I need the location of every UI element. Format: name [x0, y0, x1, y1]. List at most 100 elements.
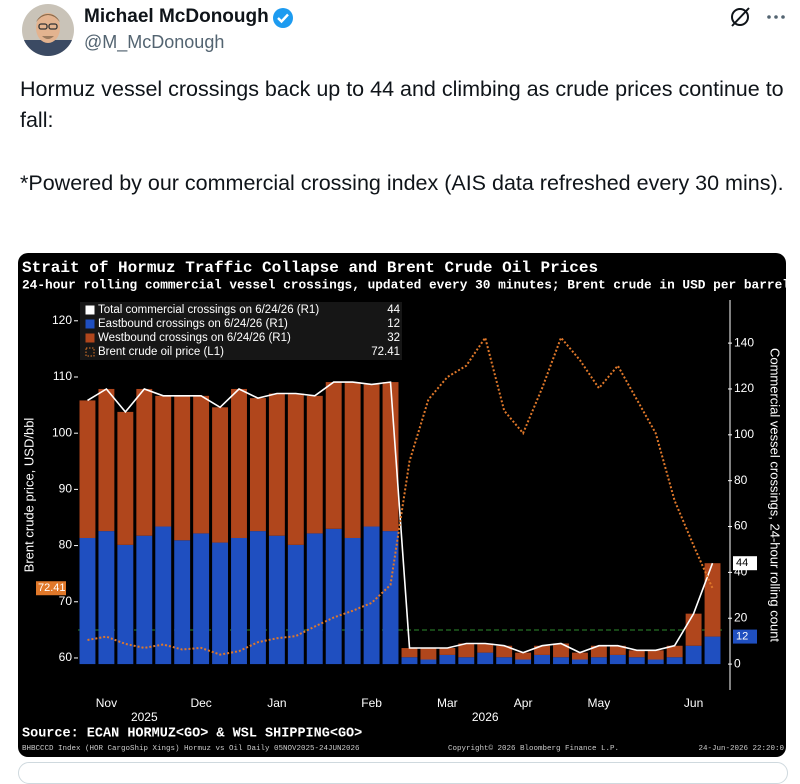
bar — [571, 659, 588, 665]
bar — [193, 533, 210, 665]
y2-tick-label: 20 — [734, 610, 748, 624]
bar — [212, 407, 229, 543]
value-tag-label: 12 — [736, 630, 748, 642]
y-tick-label: 60 — [59, 650, 73, 664]
y2-tick-label: 0 — [734, 656, 741, 670]
bar — [685, 613, 702, 646]
bar — [79, 537, 96, 665]
legend: Total commercial crossings on 6/24/26 (R… — [80, 302, 402, 360]
bar — [136, 535, 153, 665]
line — [87, 381, 714, 654]
footer-note: BHBCCCD Index (HOR CargoShip Xings) Horm… — [22, 745, 360, 753]
legend-swatch — [85, 347, 95, 357]
y2-tick-label: 100 — [734, 427, 754, 441]
bar — [666, 645, 683, 658]
more-button[interactable] — [764, 5, 788, 29]
bar — [79, 400, 96, 538]
bar — [117, 544, 134, 665]
tweet-text: Hormuz vessel crossings back up to 44 an… — [20, 74, 790, 231]
bar — [382, 531, 399, 665]
footer-note: Copyright© 2026 Bloomberg Finance L.P. — [448, 744, 619, 753]
avatar[interactable] — [22, 4, 74, 56]
bar — [647, 659, 664, 665]
grok-icon[interactable] — [728, 5, 752, 29]
x-tick-label: Apr — [514, 696, 533, 710]
y-axis-label: Brent crude price, USD/bbl — [21, 418, 36, 573]
y-tick-label: 100 — [52, 425, 72, 439]
x-tick-label: Nov — [96, 696, 117, 710]
value-tag — [733, 629, 757, 644]
bar — [534, 654, 551, 665]
bar — [363, 384, 380, 527]
x-tick-label: Feb — [361, 696, 382, 710]
bar — [117, 411, 134, 545]
bar — [268, 535, 285, 665]
bar — [420, 659, 437, 665]
y2-tick-label: 80 — [734, 473, 748, 487]
bar — [477, 652, 494, 665]
bar — [666, 657, 683, 665]
bar — [458, 643, 475, 658]
bar — [590, 657, 607, 665]
value-tag — [733, 556, 757, 571]
bar — [363, 526, 380, 665]
author-name[interactable]: Michael McDonough — [84, 6, 269, 27]
legend-value: 72.41 — [371, 346, 400, 358]
bar — [174, 540, 191, 665]
bar — [98, 388, 115, 532]
value-tag-label: 72.41 — [38, 582, 66, 594]
bar — [382, 382, 399, 532]
chart-subtitle: 24-hour rolling commercial vessel crossi… — [22, 277, 786, 292]
bar — [231, 537, 247, 665]
bar — [704, 563, 721, 637]
bar — [249, 531, 266, 665]
author-handle[interactable]: @M_McDonough — [84, 32, 225, 52]
bar — [401, 648, 418, 658]
bar — [344, 382, 361, 538]
bar — [628, 657, 645, 665]
bar — [401, 657, 418, 665]
bar — [609, 654, 626, 665]
legend-value: 32 — [387, 332, 400, 344]
paragraph: Hormuz vessel crossings back up to 44 an… — [20, 77, 784, 132]
bar — [496, 657, 513, 665]
bar — [155, 395, 172, 527]
bar — [212, 542, 229, 665]
bar — [344, 537, 361, 665]
bar — [420, 648, 437, 660]
bar — [287, 393, 304, 545]
verified-badge — [273, 8, 293, 28]
legend-box — [80, 302, 402, 360]
bar — [249, 398, 266, 532]
y-tick-label: 90 — [59, 482, 73, 496]
chart-image[interactable]: Strait of Hormuz Traffic Collapse and Br… — [18, 253, 786, 757]
bar — [590, 645, 607, 658]
legend-swatch — [85, 319, 95, 329]
bar — [325, 528, 342, 665]
line — [87, 335, 714, 656]
y-tick-label: 120 — [52, 313, 72, 327]
x-tick-label: Jun — [684, 696, 703, 710]
bar — [496, 645, 513, 658]
y-tick-label: 110 — [53, 369, 72, 383]
bar — [477, 643, 494, 653]
bar — [647, 650, 664, 660]
paragraph: *Powered by our commercial crossing inde… — [20, 171, 784, 195]
legend-swatch — [85, 333, 95, 343]
y-tick-label: 70 — [59, 594, 73, 608]
bar — [553, 657, 569, 665]
legend-label: Westbound crossings on 6/24/26 (R1) — [98, 332, 291, 344]
bar — [231, 388, 247, 538]
bar — [287, 544, 304, 665]
bar — [534, 645, 551, 655]
year-label: 2026 — [472, 710, 499, 724]
y2-tick-label: 140 — [734, 335, 754, 349]
bar — [609, 645, 626, 655]
bar — [439, 648, 456, 655]
legend-value: 12 — [387, 318, 400, 330]
y2-tick-label: 120 — [734, 381, 754, 395]
x-tick-label: Mar — [437, 696, 458, 710]
legend-label: Brent crude oil price (L1) — [98, 346, 224, 358]
legend-value: 44 — [387, 304, 400, 316]
legend-label: Eastbound crossings on 6/24/26 (R1) — [98, 318, 288, 330]
